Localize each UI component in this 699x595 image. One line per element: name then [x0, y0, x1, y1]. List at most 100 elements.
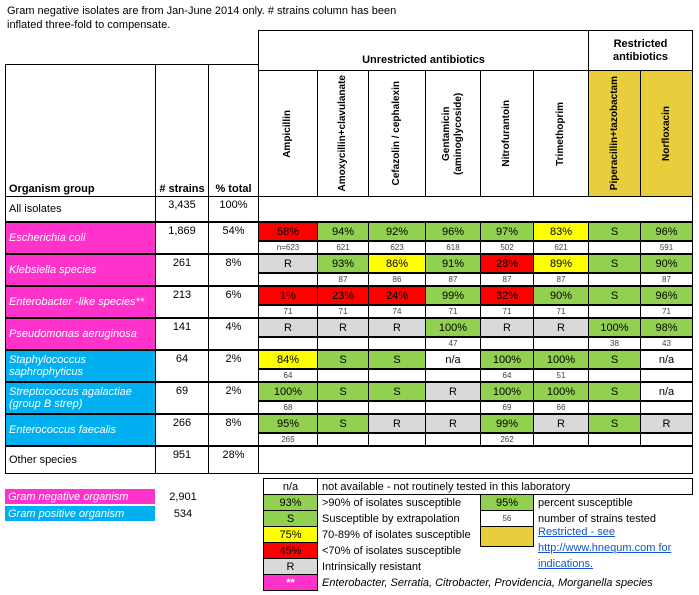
organism-group-column-header: Organism group [5, 64, 156, 197]
strain-count-cell: 38 [588, 337, 641, 350]
legend-text-6: Enterobacter, Serratia, Citrobacter, Pro… [322, 576, 653, 589]
susceptibility-cell: 1% [258, 286, 318, 305]
susceptibility-cell: 84% [258, 350, 318, 369]
strain-count-cell: 71 [317, 305, 369, 318]
susceptibility-cell: 100% [425, 318, 481, 337]
legend-swatch-93: 93% [263, 494, 318, 511]
strain-count-cell [588, 433, 641, 446]
strain-count-cell [640, 401, 693, 414]
antibiotic-header-piperacillin-tazobactam: Piperacillin+tazobactam [588, 70, 641, 197]
strain-count-cell [317, 401, 369, 414]
antibiotic-header-cefazolin-cephalexin: Cefazolin / cephalexin [368, 70, 426, 197]
antibiotic-header-label: Nitrofurantoin [501, 100, 512, 167]
susceptibility-cell: 58% [258, 222, 318, 241]
summary-label-gram-negative-organism: Gram negative organism [5, 489, 155, 504]
strain-count-cell: 68 [258, 401, 318, 414]
antibiotic-header-ampicillin: Ampicillin [258, 70, 318, 197]
strains-cell-enterobacter-like-species: 213 [155, 286, 209, 318]
legend-text-strain-count: number of strains tested [538, 512, 657, 525]
susceptibility-cell: S [317, 350, 369, 369]
percent-total-cell-streptococcus-agalactiae-group-b-strep: 2% [208, 382, 259, 414]
susceptibility-cell: 96% [640, 222, 693, 241]
strain-count-cell: 74 [368, 305, 426, 318]
susceptibility-cell: R [368, 318, 426, 337]
susceptibility-cell: S [588, 414, 641, 433]
susceptibility-cell: 99% [425, 286, 481, 305]
strain-count-cell [425, 433, 481, 446]
strain-count-cell [588, 369, 641, 382]
strain-count-cell [258, 337, 318, 350]
legend-text-5: Intrinsically resistant [322, 560, 422, 573]
legend-text-4: <70% of isolates susceptible [322, 544, 462, 557]
strain-count-cell: 51 [533, 369, 589, 382]
percent-total-cell-klebsiella-species: 8% [208, 254, 259, 286]
susceptibility-cell: 83% [533, 222, 589, 241]
strain-count-cell [258, 273, 318, 286]
susceptibility-cell: 95% [258, 414, 318, 433]
susceptibility-cell: 28% [480, 254, 534, 273]
antibiotic-header-label: Piperacillin+tazobactam [608, 76, 620, 191]
strains-cell-other-species: 951 [155, 446, 209, 474]
percent-total-cell-other-species: 28% [208, 446, 259, 474]
susceptibility-cell: n/a [640, 350, 693, 369]
susceptibility-cell: 89% [533, 254, 589, 273]
strain-count-cell: 71 [425, 305, 481, 318]
susceptibility-cell: R [425, 414, 481, 433]
percent-total-cell-pseudomonas-aeruginosa: 4% [208, 318, 259, 350]
strain-count-cell: 47 [425, 337, 481, 350]
strain-count-cell: n=623 [258, 241, 318, 254]
susceptibility-cell: 98% [640, 318, 693, 337]
strain-count-cell: 87 [640, 273, 693, 286]
organism-name-enterococcus-faecalis: Enterococcus faecalis [5, 414, 156, 446]
strain-count-cell [588, 401, 641, 414]
merged-empty-cell-other-species [258, 446, 693, 474]
susceptibility-cell: n/a [425, 350, 481, 369]
susceptibility-cell: 86% [368, 254, 426, 273]
legend-swatch-75: 75% [263, 526, 318, 543]
susceptibility-cell: S [317, 382, 369, 401]
susceptibility-cell: 100% [258, 382, 318, 401]
note-line-1: Gram negative isolates are from Jan-June… [7, 5, 397, 17]
strains-cell-enterococcus-faecalis: 266 [155, 414, 209, 446]
percent-total-cell-enterobacter-like-species: 6% [208, 286, 259, 318]
susceptibility-cell: R [480, 318, 534, 337]
strain-count-cell [368, 369, 426, 382]
percent-total-cell-staphylococcus-saphrophyticus: 2% [208, 350, 259, 382]
strain-count-cell: 262 [480, 433, 534, 446]
susceptibility-cell: S [588, 382, 641, 401]
organism-name-enterobacter-like-species: Enterobacter -like species** [5, 286, 156, 318]
legend-swatch-percent-susceptible: 95% [480, 494, 534, 511]
strain-count-cell [588, 305, 641, 318]
susceptibility-cell: S [588, 350, 641, 369]
susceptibility-cell: 92% [368, 222, 426, 241]
susceptibility-cell: 100% [588, 318, 641, 337]
unrestricted-antibiotics-group-header: Unrestricted antibiotics [258, 30, 589, 71]
legend-swatch-strain-count: 56 [480, 510, 534, 527]
susceptibility-cell: R [368, 414, 426, 433]
strain-count-cell [640, 369, 693, 382]
strain-count-cell [425, 369, 481, 382]
legend-swatch-45: 45% [263, 542, 318, 559]
restricted-antibiotics-link[interactable]: Restricted - see http://www.hnequm.com f… [538, 526, 672, 570]
susceptibility-cell: 90% [640, 254, 693, 273]
strain-count-cell [480, 337, 534, 350]
organism-name-streptococcus-agalactiae-group-b-strep: Streptococcus agalactiae (group B strep) [5, 382, 156, 414]
susceptibility-cell: S [588, 222, 641, 241]
legend-swatch-restricted [480, 526, 534, 547]
strain-count-cell: 86 [368, 273, 426, 286]
percent-total-cell-enterococcus-faecalis: 8% [208, 414, 259, 446]
susceptibility-cell: n/a [640, 382, 693, 401]
percent-total-column-header: % total [208, 64, 259, 197]
susceptibility-cell: 100% [480, 382, 534, 401]
restricted-antibiotics-group-header: Restricted antibiotics [588, 30, 693, 71]
strain-count-cell [425, 401, 481, 414]
antibiotic-header-label: Ampicillin [282, 109, 293, 158]
strain-count-cell [368, 337, 426, 350]
susceptibility-cell: 100% [533, 350, 589, 369]
strain-count-cell: 618 [425, 241, 481, 254]
susceptibility-cell: 94% [317, 222, 369, 241]
susceptibility-cell: R [533, 414, 589, 433]
organism-name-escherichia-coli: Escherichia coli [5, 222, 156, 254]
strain-count-cell: 71 [640, 305, 693, 318]
organism-name-staphylococcus-saphrophyticus: Staphylococcus saphrophyticus [5, 350, 156, 382]
